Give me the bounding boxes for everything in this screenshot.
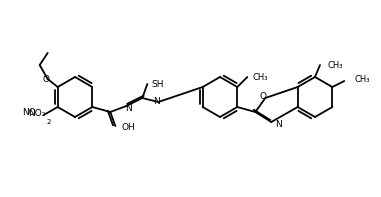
- Text: NO: NO: [22, 108, 36, 117]
- Text: SH: SH: [151, 80, 164, 89]
- Text: OH: OH: [121, 124, 135, 133]
- Text: O: O: [42, 75, 49, 84]
- Text: 2: 2: [47, 119, 51, 125]
- Text: N: N: [125, 104, 132, 113]
- Text: CH₃: CH₃: [328, 61, 344, 70]
- Text: CH₃: CH₃: [354, 74, 370, 84]
- Text: N: N: [153, 97, 160, 106]
- Text: N: N: [275, 120, 282, 128]
- Text: O: O: [260, 92, 267, 101]
- Text: CH₃: CH₃: [252, 73, 268, 82]
- Text: NO₂: NO₂: [28, 109, 45, 118]
